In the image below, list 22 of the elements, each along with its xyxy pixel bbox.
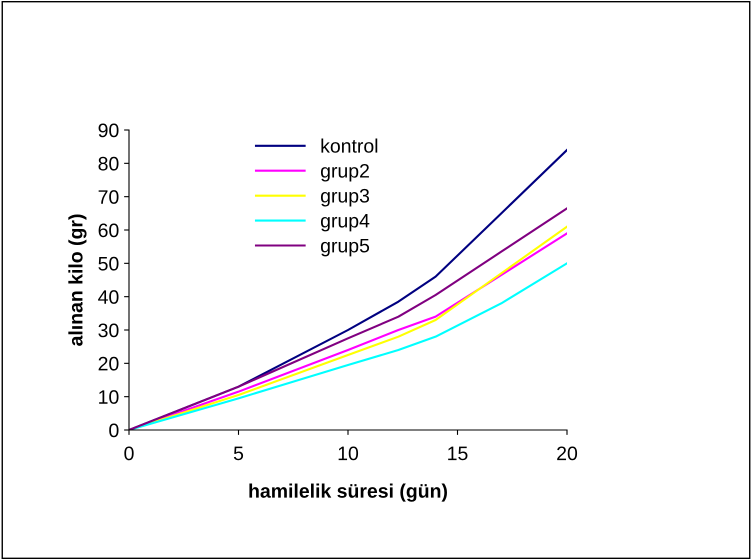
y-tick-label: 80 [98,156,119,171]
x-tick-label: 5 [234,446,244,460]
legend-label: grup5 [320,238,370,256]
y-tick-label: 30 [98,323,119,338]
y-tick-label: 90 [98,123,119,138]
y-tick-label: 50 [98,256,119,271]
x-tick-label: 15 [448,446,468,460]
y-tick-label: 20 [98,356,119,371]
x-tick-label: 0 [124,446,134,460]
y-axis-title: alınan kilo (gr) [68,214,87,346]
y-tick-label: 40 [98,290,119,304]
y-tick-label: 0 [109,423,119,438]
legend-label: kontrol [321,138,378,153]
legend-label: grup2 [320,164,369,182]
x-tick-label: 10 [338,446,358,460]
x-tick-label: 20 [557,446,578,460]
y-tick-label: 70 [98,190,119,204]
legend-label: grup3 [320,188,370,206]
x-axis-title: hamilelik süresi (gün) [249,484,447,502]
y-tick-label: 60 [98,223,119,238]
y-tick-label: 10 [99,390,119,404]
legend-label: grup4 [320,214,370,232]
